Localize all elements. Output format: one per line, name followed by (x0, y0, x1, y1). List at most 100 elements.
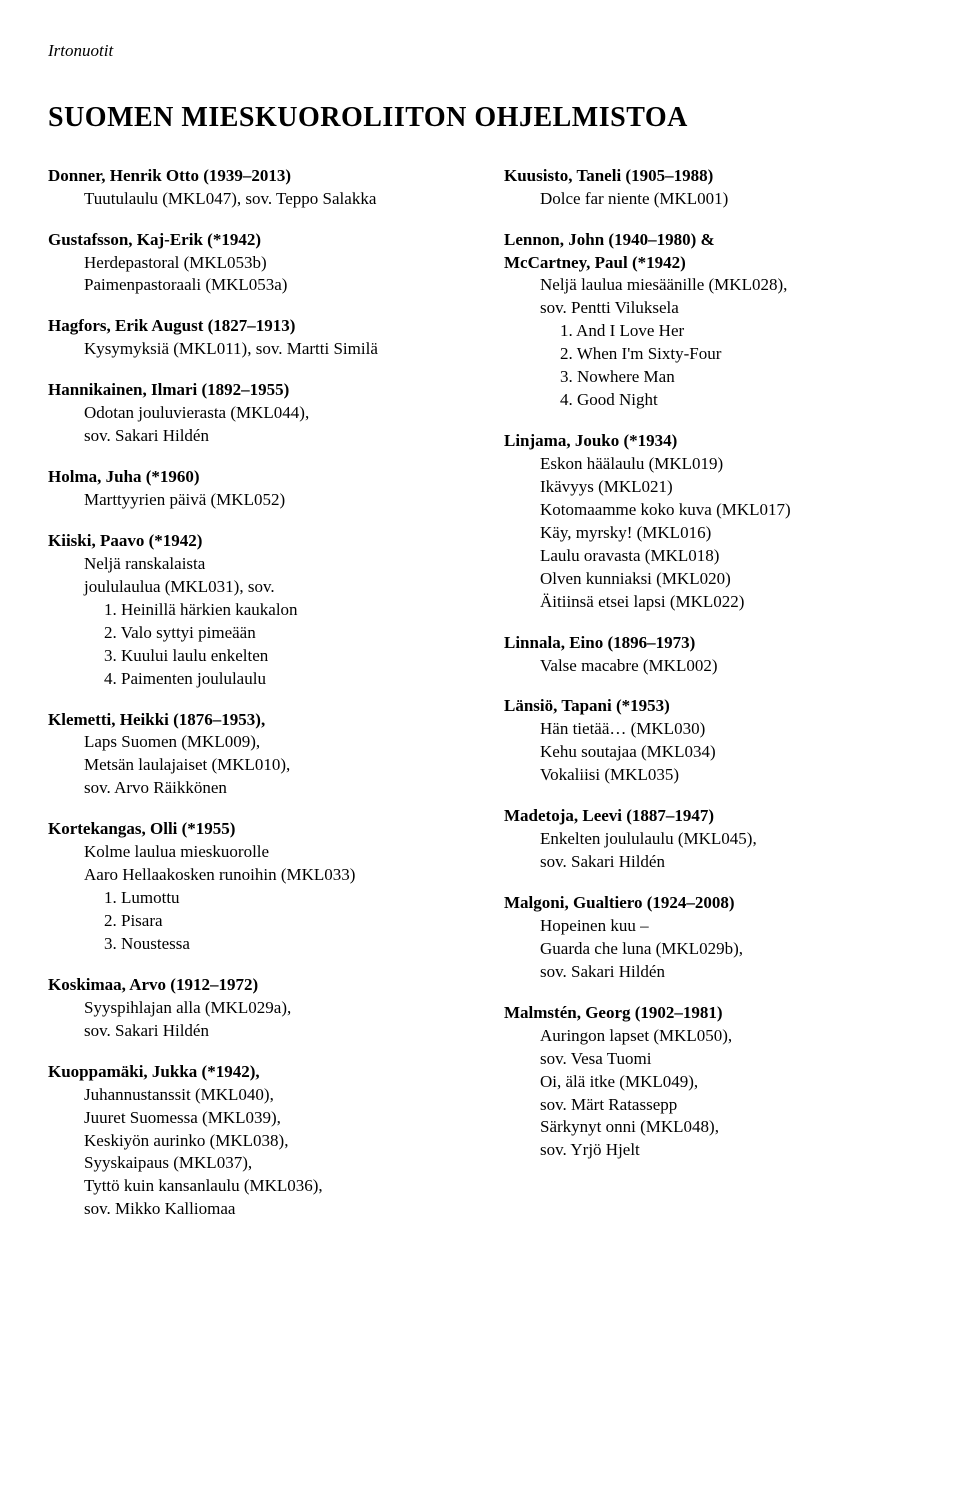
work-line: Tyttö kuin kansanlaulu (MKL036), (48, 1175, 456, 1198)
work-subitem: 3. Nowhere Man (504, 366, 912, 389)
work-subitem: 1. And I Love Her (504, 320, 912, 343)
work-line: Käy, myrsky! (MKL016) (504, 522, 912, 545)
composer-name: Linnala, Eino (1896–1973) (504, 632, 912, 655)
right-column: Kuusisto, Taneli (1905–1988) Dolce far n… (504, 165, 912, 1240)
work-line: Hän tietää… (MKL030) (504, 718, 912, 741)
composer-name: Malgoni, Gualtiero (1924–2008) (504, 892, 912, 915)
work-line: sov. Yrjö Hjelt (504, 1139, 912, 1162)
composer-name: Donner, Henrik Otto (1939–2013) (48, 165, 456, 188)
work-line: Syyskaipaus (MKL037), (48, 1152, 456, 1175)
composer-name: Kuoppamäki, Jukka (*1942), (48, 1061, 456, 1084)
work-line: Tuutulaulu (MKL047), sov. Teppo Salakka (48, 188, 456, 211)
work-line: sov. Pentti Viluksela (504, 297, 912, 320)
composer-entry: Kiiski, Paavo (*1942) Neljä ranskalaista… (48, 530, 456, 691)
composer-entry: Gustafsson, Kaj-Erik (*1942) Herdepastor… (48, 229, 456, 298)
composer-entry: Koskimaa, Arvo (1912–1972) Syyspihlajan … (48, 974, 456, 1043)
composer-name: Malmstén, Georg (1902–1981) (504, 1002, 912, 1025)
content-columns: Donner, Henrik Otto (1939–2013) Tuutulau… (48, 165, 912, 1240)
work-subitem: 3. Kuului laulu enkelten (48, 645, 456, 668)
work-line: Neljä laulua miesäänille (MKL028), (504, 274, 912, 297)
composer-name: Kiiski, Paavo (*1942) (48, 530, 456, 553)
composer-entry: Donner, Henrik Otto (1939–2013) Tuutulau… (48, 165, 456, 211)
work-line: sov. Sakari Hildén (48, 425, 456, 448)
work-subitem: 2. Pisara (48, 910, 456, 933)
work-line: Auringon lapset (MKL050), (504, 1025, 912, 1048)
composer-name: Koskimaa, Arvo (1912–1972) (48, 974, 456, 997)
work-line: Marttyyrien päivä (MKL052) (48, 489, 456, 512)
work-line: Keskiyön aurinko (MKL038), (48, 1130, 456, 1153)
composer-entry: Malmstén, Georg (1902–1981) Auringon lap… (504, 1002, 912, 1163)
composer-name: Madetoja, Leevi (1887–1947) (504, 805, 912, 828)
work-line: Juuret Suomessa (MKL039), (48, 1107, 456, 1130)
composer-name: Holma, Juha (*1960) (48, 466, 456, 489)
work-line: Kehu soutajaa (MKL034) (504, 741, 912, 764)
work-line: Hopeinen kuu – (504, 915, 912, 938)
composer-name: McCartney, Paul (*1942) (504, 252, 912, 275)
composer-entry: Malgoni, Gualtiero (1924–2008) Hopeinen … (504, 892, 912, 984)
composer-entry: Linjama, Jouko (*1934) Eskon häälaulu (M… (504, 430, 912, 614)
composer-name: Hagfors, Erik August (1827–1913) (48, 315, 456, 338)
work-subitem: 1. Heinillä härkien kaukalon (48, 599, 456, 622)
work-line: Kotomaamme koko kuva (MKL017) (504, 499, 912, 522)
work-line: Oi, älä itke (MKL049), (504, 1071, 912, 1094)
left-column: Donner, Henrik Otto (1939–2013) Tuutulau… (48, 165, 456, 1240)
work-subitem: 4. Paimenten joululaulu (48, 668, 456, 691)
work-subitem: 2. When I'm Sixty-Four (504, 343, 912, 366)
work-line: Juhannustanssit (MKL040), (48, 1084, 456, 1107)
work-subitem: 3. Noustessa (48, 933, 456, 956)
work-line: Guarda che luna (MKL029b), (504, 938, 912, 961)
work-line: Äitiinsä etsei lapsi (MKL022) (504, 591, 912, 614)
composer-entry: Kortekangas, Olli (*1955) Kolme laulua m… (48, 818, 456, 956)
work-line: Aaro Hellaakosken runoihin (MKL033) (48, 864, 456, 887)
work-line: Laulu oravasta (MKL018) (504, 545, 912, 568)
work-line: sov. Arvo Räikkönen (48, 777, 456, 800)
work-line: Valse macabre (MKL002) (504, 655, 912, 678)
composer-entry: Madetoja, Leevi (1887–1947) Enkelten jou… (504, 805, 912, 874)
work-line: Dolce far niente (MKL001) (504, 188, 912, 211)
composer-name: Länsiö, Tapani (*1953) (504, 695, 912, 718)
composer-entry: Linnala, Eino (1896–1973) Valse macabre … (504, 632, 912, 678)
page-header-label: Irtonuotit (48, 40, 912, 63)
composer-entry: Hagfors, Erik August (1827–1913) Kysymyk… (48, 315, 456, 361)
work-line: Enkelten joululaulu (MKL045), (504, 828, 912, 851)
work-line: Vokaliisi (MKL035) (504, 764, 912, 787)
composer-entry: Klemetti, Heikki (1876–1953), Laps Suome… (48, 709, 456, 801)
composer-name: Gustafsson, Kaj-Erik (*1942) (48, 229, 456, 252)
work-line: Särkynyt onni (MKL048), (504, 1116, 912, 1139)
work-line: Ikävyys (MKL021) (504, 476, 912, 499)
composer-entry: Lennon, John (1940–1980) & McCartney, Pa… (504, 229, 912, 413)
work-line: sov. Mikko Kalliomaa (48, 1198, 456, 1221)
work-subitem: 4. Good Night (504, 389, 912, 412)
work-subitem: 1. Lumottu (48, 887, 456, 910)
composer-entry: Kuoppamäki, Jukka (*1942), Juhannustanss… (48, 1061, 456, 1222)
composer-name: Kortekangas, Olli (*1955) (48, 818, 456, 841)
work-line: Syyspihlajan alla (MKL029a), (48, 997, 456, 1020)
work-line: Herdepastoral (MKL053b) (48, 252, 456, 275)
work-line: Olven kunniaksi (MKL020) (504, 568, 912, 591)
work-line: Neljä ranskalaista (48, 553, 456, 576)
work-line: Metsän laulajaiset (MKL010), (48, 754, 456, 777)
work-line: sov. Märt Ratassepp (504, 1094, 912, 1117)
composer-name: Hannikainen, Ilmari (1892–1955) (48, 379, 456, 402)
page-title: SUOMEN MIESKUOROLIITON OHJELMISTOA (48, 99, 912, 137)
composer-entry: Länsiö, Tapani (*1953) Hän tietää… (MKL0… (504, 695, 912, 787)
work-subitem: 2. Valo syttyi pimeään (48, 622, 456, 645)
composer-entry: Kuusisto, Taneli (1905–1988) Dolce far n… (504, 165, 912, 211)
work-line: sov. Sakari Hildén (504, 961, 912, 984)
work-line: Odotan jouluvierasta (MKL044), (48, 402, 456, 425)
composer-name: Lennon, John (1940–1980) & (504, 229, 912, 252)
work-line: Laps Suomen (MKL009), (48, 731, 456, 754)
work-line: sov. Sakari Hildén (48, 1020, 456, 1043)
work-line: sov. Vesa Tuomi (504, 1048, 912, 1071)
composer-name: Linjama, Jouko (*1934) (504, 430, 912, 453)
work-line: sov. Sakari Hildén (504, 851, 912, 874)
work-line: Kysymyksiä (MKL011), sov. Martti Similä (48, 338, 456, 361)
work-line: Paimenpastoraali (MKL053a) (48, 274, 456, 297)
composer-name: Klemetti, Heikki (1876–1953), (48, 709, 456, 732)
composer-entry: Hannikainen, Ilmari (1892–1955) Odotan j… (48, 379, 456, 448)
composer-name: Kuusisto, Taneli (1905–1988) (504, 165, 912, 188)
work-line: joululaulua (MKL031), sov. (48, 576, 456, 599)
work-line: Kolme laulua mieskuorolle (48, 841, 456, 864)
composer-entry: Holma, Juha (*1960) Marttyyrien päivä (M… (48, 466, 456, 512)
work-line: Eskon häälaulu (MKL019) (504, 453, 912, 476)
